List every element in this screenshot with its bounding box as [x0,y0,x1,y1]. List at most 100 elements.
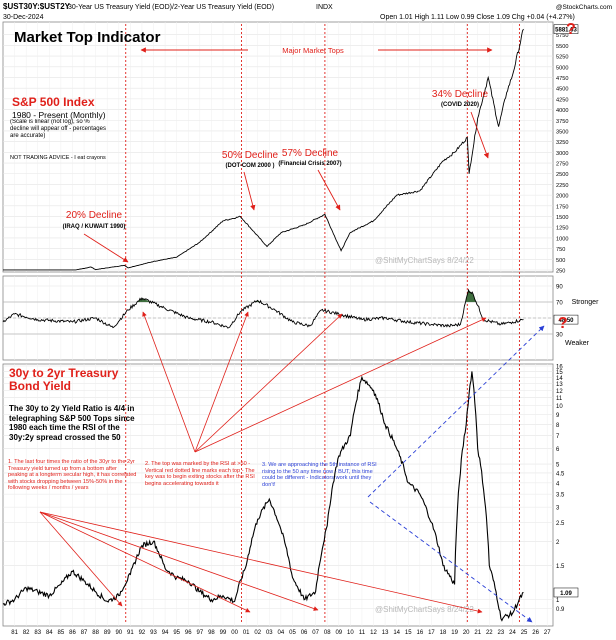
ratio-title: 30y to 2yr Treasury Bond Yield [9,367,119,393]
sp500-tick-label: 2250 [556,183,568,189]
rsi-tick-label: 90 [556,285,563,291]
sp500-tick-label: 750 [556,247,565,253]
x-tick-label: 24 [509,630,516,636]
ratio-tick-label: 0.9 [556,607,565,613]
ratio-tick-label: 1.5 [556,564,565,570]
header-credit: @StockCharts.com [556,4,612,11]
decline-1990-label: 20% Decline [66,210,123,221]
sp500-tick-label: 4500 [556,87,568,93]
header-exchange: INDX [316,4,333,11]
sp500-tick-label: 3250 [556,140,568,146]
sp500-tick-label: 2750 [556,162,568,168]
sp500-question-mark: ? [566,21,576,38]
decline-2000-label: 50% Decline [222,150,279,161]
ratio-desc-box: The 30y to 2y Yield Ratio is 4/4 in tele… [9,404,135,442]
sp500-tick-label: 4750 [556,76,568,82]
ratio-tick-label: 4.5 [556,471,565,477]
x-tick-label: 14 [393,630,400,636]
x-tick-label: 09 [335,630,342,636]
note1-arrow-4 [39,511,483,614]
x-tick-label: 27 [544,630,551,636]
note1-arrow-1 [39,511,123,607]
x-tick-label: 11 [359,630,366,636]
ratio-last-value-box [553,587,579,598]
x-tick-label: 08 [324,630,331,636]
grid [3,22,553,626]
header-ohlc: Open 1.01 High 1.11 Low 0.99 Close 1.09 … [380,14,575,21]
rsi-stronger-label: Stronger [572,299,600,306]
ratio-tick-label: 15 [556,370,563,376]
sp500-tick-label: 4250 [556,97,568,103]
ratio-last-value: 1.09 [560,591,572,597]
ratio-tick-label: 2 [556,540,560,546]
note2-box: 2. The top was marked by the RSI at >50 … [145,461,255,487]
x-tick-label: 20 [463,630,470,636]
x-tick-label: 25 [521,630,528,636]
note3-box: 3. We are approaching the 5th instance o… [262,462,377,488]
header-date: 30-Dec-2024 [3,14,44,21]
x-tick-label: 23 [498,630,505,636]
x-tick-label: 06 [301,630,308,636]
sp500-tick-label: 5500 [556,44,568,50]
sp500-tick-label: 1750 [556,204,568,210]
x-tick-label: 81 [11,630,18,636]
sp500-tick-label: 4000 [556,108,568,114]
x-tick-label: 87 [81,630,88,636]
sp500-tick-label: 250 [556,269,565,275]
note1-arrow-3 [39,511,319,611]
ratio-panel [2,363,554,627]
header-description: 30-Year US Treasury Yield (EOD)/2-Year U… [68,4,274,11]
x-tick-label: 00 [231,630,238,636]
sp500-tick-label: 2000 [556,194,568,200]
ratio-tick-label: 3 [556,506,560,512]
callout-arrows [39,311,545,623]
x-tick-label: 97 [196,630,203,636]
ratio-tick-label: 10 [556,404,563,410]
x-tick-label: 99 [220,630,227,636]
advice-note: NOT TRADING ADVICE - I eat crayons [10,155,106,161]
x-tick-label: 84 [46,630,53,636]
sp500-note-box: (Scale is linear (not log), so % decline… [10,119,106,140]
decline-2000-arrow [243,171,256,211]
x-tick-label: 89 [104,630,111,636]
decline-2000-sub: (DOT-COM 2000 ) [225,163,274,169]
decline-2007-label: 57% Decline [282,148,339,159]
sp500-panel [2,21,554,273]
sp500-tick-label: 5250 [556,55,568,61]
rsi-last-value-box [553,314,579,325]
x-tick-label: 86 [69,630,76,636]
axes-layer: 2505007501000125015001750200022502500275… [11,24,579,636]
main-title: Market Top Indicator [14,29,161,46]
header-symbol: $UST30Y:$UST2Y [3,2,71,11]
ratio-tick-label: 1 [556,598,560,604]
major-tops-label: Major Market Tops [282,46,344,55]
sp500-note: (Scale is linear (not log), so % decline… [10,119,106,140]
decline-2007-sub: (Financial Crisis 2007) [278,161,341,167]
x-tick-label: 04 [278,630,285,636]
ratio-tick-label: 6 [556,447,560,453]
x-tick-label: 16 [416,630,423,636]
decline-1990-sub: (IRAQ / KUWAIT 1990) [63,224,126,230]
blue-projection-rsi [367,325,545,498]
sp500-tick-label: 1500 [556,215,568,221]
x-tick-label: 98 [208,630,215,636]
decline-1990-arrow [83,233,129,263]
sp500-tick-label: 3750 [556,119,568,125]
note1: 1. The last four times the ratio of the … [8,459,137,491]
decline-2007-arrow [317,169,341,211]
rsi-last-value: 48.50 [558,318,574,324]
ratio-tick-label: 11 [556,396,563,402]
ratio-tick-label: 2.5 [556,521,565,527]
x-tick-label: 26 [532,630,539,636]
x-tick-label: 82 [23,630,30,636]
sp500-watermark: @ShitMyChartSays 8/24/22 [375,256,474,265]
x-tick-label: 05 [289,630,296,636]
ratio-desc: The 30y to 2y Yield Ratio is 4/4 in tele… [9,404,135,442]
rsi-arrow-2020 [194,317,487,453]
x-tick-label: 94 [162,630,169,636]
sp500-tick-label: 3000 [556,151,568,157]
sp500-line [3,28,524,271]
ratio-tick-label: 13 [556,382,563,388]
decline-2020-sub: (COVID 2020) [441,102,479,108]
